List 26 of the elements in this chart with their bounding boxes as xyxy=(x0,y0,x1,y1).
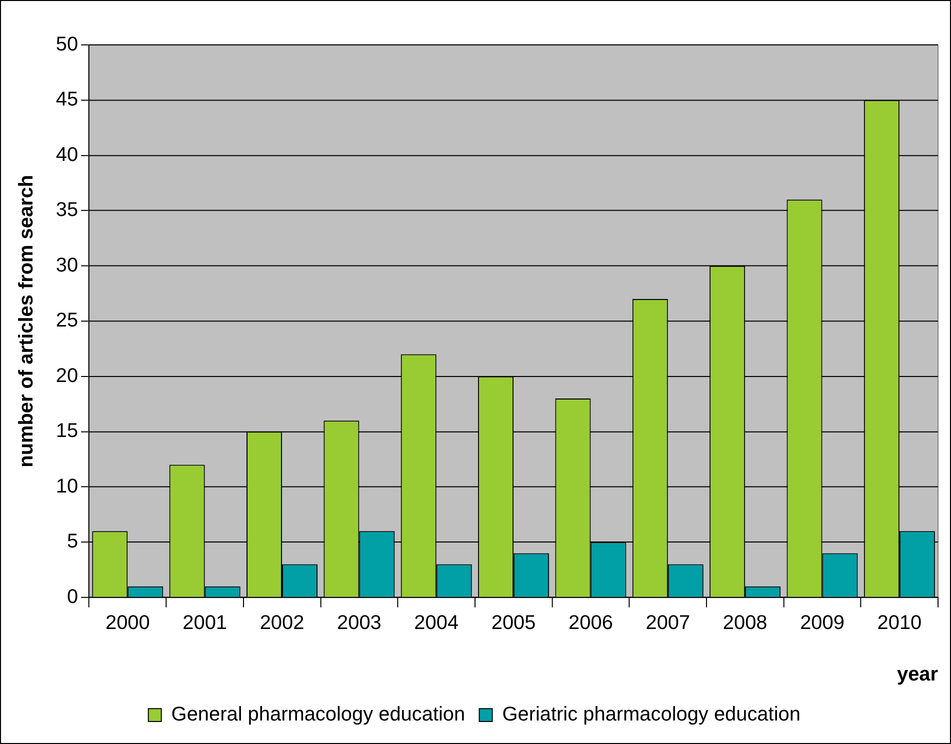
x-tick-label: 2006 xyxy=(568,612,613,634)
x-tick-label: 2003 xyxy=(337,612,382,634)
y-tick-label: 10 xyxy=(56,475,78,498)
x-tick-label: 2007 xyxy=(646,612,690,634)
y-axis-title: number of articles from search xyxy=(15,174,38,468)
y-tick-label: 45 xyxy=(56,88,78,111)
x-tick-label: 2010 xyxy=(877,612,922,634)
y-tick-label: 15 xyxy=(56,420,78,442)
x-tick-label: 2000 xyxy=(105,612,150,634)
y-tick-label: 0 xyxy=(66,586,78,608)
x-tick-label: 2001 xyxy=(182,612,228,634)
y-tick-label: 50 xyxy=(56,33,78,56)
x-tick-label: 2009 xyxy=(800,612,844,634)
y-tick-label: 35 xyxy=(56,199,78,222)
y-tick-label: 5 xyxy=(66,530,78,553)
x-tick-label: 2005 xyxy=(491,612,536,634)
y-tick-label: 40 xyxy=(56,144,78,166)
legend-label: Geriatric pharmacology education xyxy=(502,704,800,726)
y-tick-label: 20 xyxy=(56,364,78,387)
x-axis-title: year xyxy=(896,664,938,686)
x-tick-label: 2008 xyxy=(722,612,768,634)
legend-label: General pharmacology education xyxy=(171,704,466,726)
x-tick-label: 2002 xyxy=(260,612,304,634)
y-tick-label: 30 xyxy=(56,254,78,276)
y-tick-label: 25 xyxy=(56,310,78,332)
x-tick-label: 2004 xyxy=(414,612,459,634)
